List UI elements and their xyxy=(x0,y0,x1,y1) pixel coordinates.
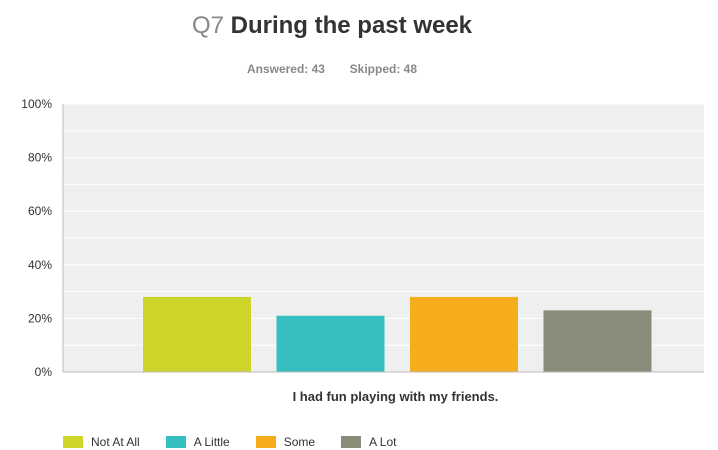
legend-item: Not At All xyxy=(63,435,140,449)
legend-swatch xyxy=(165,436,186,448)
answered-count: Answered: 43 xyxy=(246,62,325,76)
legend-item: Some xyxy=(255,435,316,449)
legend-swatch xyxy=(255,436,276,448)
legend-item: A Lot xyxy=(341,435,396,449)
chart-title: Q7 During the past week xyxy=(0,12,664,40)
legend-label: Not At All xyxy=(91,435,140,449)
bar-a-lot xyxy=(543,310,652,372)
bar-a-little xyxy=(276,315,385,372)
legend-label: Some xyxy=(283,435,316,449)
bar-not-at-all xyxy=(143,296,251,372)
y-tick-label: 0% xyxy=(35,365,53,379)
legend-label: A Lot xyxy=(369,435,397,449)
bar-chart: 0% 20% 40% 60% 80% 100% I had fun playing with… xyxy=(21,97,704,404)
y-tick-label: 100% xyxy=(21,97,52,111)
legend-label: A Little xyxy=(193,435,230,449)
legend-swatch xyxy=(341,436,362,448)
legend-swatch xyxy=(63,436,83,448)
skipped-count: Skipped: 48 xyxy=(349,62,418,76)
legend-item: A Little xyxy=(165,435,230,449)
response-stats: Answered: 43 Skipped: 48 xyxy=(0,62,664,76)
y-tick-label: 80% xyxy=(28,151,52,165)
y-tick-label: 60% xyxy=(28,204,52,218)
y-tick-label: 40% xyxy=(28,258,52,272)
bar-some xyxy=(410,296,518,372)
chart-legend: Not At All A Little Some A Lot xyxy=(63,435,422,449)
question-number: Q7 xyxy=(191,12,224,39)
x-category-label: I had fun playing with my friends. xyxy=(293,389,499,404)
question-text: During the past week xyxy=(230,12,473,39)
y-tick-label: 20% xyxy=(28,311,52,325)
